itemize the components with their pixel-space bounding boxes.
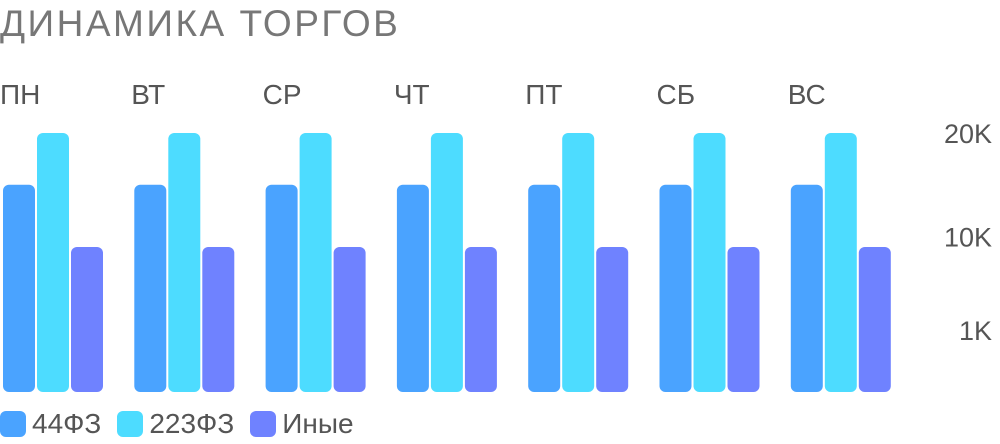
legend-label: Иные (282, 408, 354, 439)
legend-label: 223ФЗ (149, 408, 235, 439)
legend-swatch (0, 411, 26, 437)
category-label: СБ (657, 79, 696, 110)
legend-item: Иные (250, 408, 354, 440)
bar (858, 246, 891, 392)
legend-swatch (250, 411, 277, 437)
chart-title: ДИНАМИКА ТОРГОВ (0, 3, 401, 44)
bar (464, 246, 497, 392)
category-label: ЧТ (394, 79, 430, 110)
bar (71, 246, 103, 392)
y-tick-label: 20K (944, 119, 992, 149)
y-tick-label: 10K (944, 223, 992, 253)
bar (528, 184, 561, 392)
chart-legend: 44ФЗ 223ФЗ Иные (0, 404, 354, 444)
bar (430, 133, 463, 392)
legend-swatch (117, 411, 144, 437)
bar (3, 184, 35, 392)
legend-label: 44ФЗ (32, 408, 102, 439)
bar (168, 133, 201, 392)
legend-item: 44ФЗ (0, 408, 101, 440)
bar (265, 184, 298, 392)
category-label: СР (263, 79, 302, 110)
legend-item: 223ФЗ (117, 408, 234, 440)
bar (134, 184, 167, 392)
bar (396, 184, 429, 392)
category-label: ВТ (131, 79, 165, 110)
bar (824, 133, 857, 392)
bar (37, 133, 69, 392)
bar (596, 246, 629, 392)
bar (202, 246, 235, 392)
bar (727, 246, 760, 392)
bar (790, 184, 823, 392)
y-tick-label: 1K (959, 316, 992, 346)
bar (693, 133, 726, 392)
bar (659, 184, 692, 392)
category-label: ВС (788, 79, 826, 110)
bar (333, 246, 366, 392)
bar (562, 133, 595, 392)
category-label: ПН (0, 79, 40, 110)
category-label: ПТ (525, 79, 562, 110)
bar (299, 133, 332, 392)
